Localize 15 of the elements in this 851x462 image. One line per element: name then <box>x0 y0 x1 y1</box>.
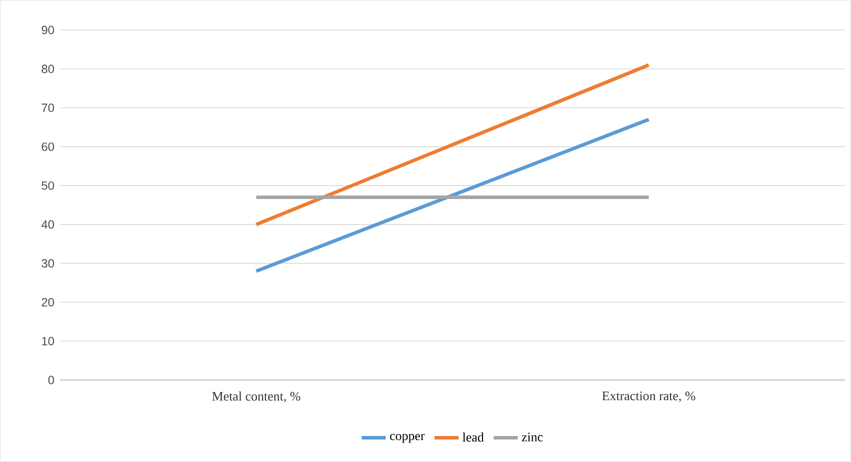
legend-label: lead <box>462 432 484 442</box>
y-tick-label: 10 <box>42 336 54 346</box>
y-tick-label: 80 <box>42 64 54 74</box>
y-tick-label: 0 <box>48 376 54 384</box>
y-tick-label: 70 <box>42 104 54 112</box>
x-tick-label: Extraction rate, % <box>602 392 696 402</box>
y-tick-label: 90 <box>42 26 54 34</box>
y-tick-label: 50 <box>42 181 54 190</box>
legend-label: copper <box>390 434 425 443</box>
x-tick-label: Metal content, % <box>212 392 300 403</box>
y-tick-label: 60 <box>42 142 54 151</box>
y-tick-label: 30 <box>42 259 54 268</box>
legend-label: zinc <box>522 432 543 442</box>
y-tick-label: 40 <box>41 220 54 229</box>
y-tick-label: 20 <box>42 298 54 306</box>
